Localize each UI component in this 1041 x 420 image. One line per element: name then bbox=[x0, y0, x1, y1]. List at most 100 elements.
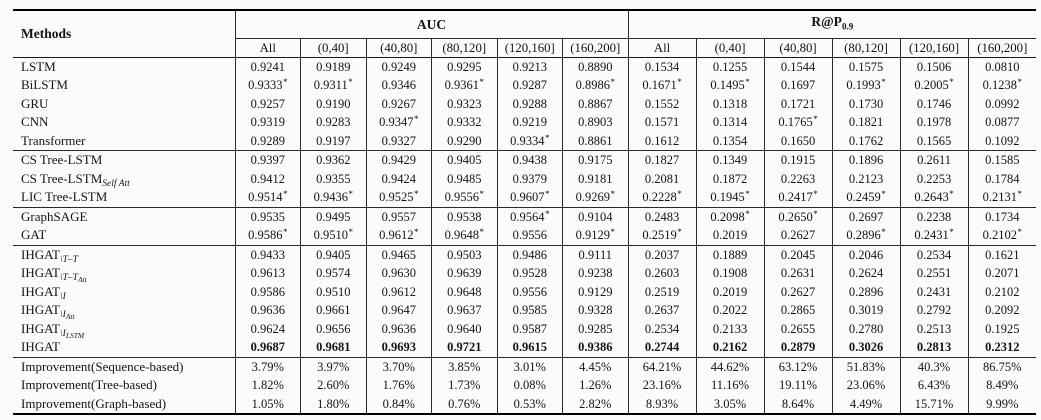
auc-value: 1.80% bbox=[300, 394, 366, 416]
auc-value: 0.9693 bbox=[365, 338, 432, 358]
table-row-tree-based: CS Tree-LSTM 0.9397 0.9362 0.9429 0.9405 0.94… bbox=[13, 150, 1037, 170]
auc-bin-header: All bbox=[234, 38, 301, 58]
rp-value: 0.2459* bbox=[831, 188, 901, 208]
rp-value: 0.2071 bbox=[967, 264, 1037, 283]
rp-value: 0.1671* bbox=[627, 76, 697, 95]
rp-value: 0.2896 bbox=[831, 282, 901, 302]
rp-group-label: R@P bbox=[811, 14, 842, 29]
significance-asterisk: * bbox=[881, 77, 886, 88]
auc-value: 0.9647 bbox=[365, 301, 432, 320]
rp-value: 0.2019 bbox=[695, 282, 765, 302]
auc-value: 0.9267 bbox=[365, 94, 432, 114]
rp-value: 0.1621 bbox=[967, 244, 1037, 265]
auc-value: 0.9219 bbox=[496, 113, 563, 132]
rp-value: 11.16% bbox=[695, 376, 765, 395]
auc-value: 0.9535 bbox=[234, 206, 301, 227]
auc-value: 0.9585 bbox=[496, 301, 563, 320]
auc-value: 0.9332 bbox=[431, 113, 497, 132]
rp-value: 0.2045 bbox=[763, 244, 833, 265]
rp-value: 0.2005* bbox=[899, 76, 969, 95]
auc-value: 0.9681 bbox=[300, 338, 366, 358]
significance-asterisk: * bbox=[479, 227, 484, 238]
auc-value: 0.9285 bbox=[562, 319, 629, 339]
auc-value: 1.76% bbox=[365, 376, 432, 395]
auc-value: 0.9687 bbox=[234, 338, 301, 358]
significance-asterisk: * bbox=[813, 189, 818, 200]
auc-value: 0.9557 bbox=[365, 206, 432, 227]
auc-value: 0.9289 bbox=[234, 131, 301, 151]
significance-asterisk: * bbox=[413, 114, 419, 125]
rp-bin-header: (0,40] bbox=[695, 38, 765, 58]
rp-value: 0.2238 bbox=[899, 206, 969, 227]
rp-bin-header: (80,120] bbox=[831, 38, 901, 58]
rp-value: 0.1734 bbox=[967, 206, 1037, 227]
method-label: GraphSAGE bbox=[13, 206, 235, 227]
auc-value: 1.26% bbox=[562, 376, 629, 395]
rp-value: 0.2022 bbox=[695, 301, 765, 320]
rp-value: 0.1238* bbox=[967, 76, 1037, 95]
significance-asterisk: * bbox=[677, 189, 682, 200]
auc-value: 0.9288 bbox=[496, 94, 563, 114]
significance-asterisk: * bbox=[677, 227, 682, 238]
auc-value: 0.9486 bbox=[496, 244, 563, 265]
auc-value: 0.9311* bbox=[300, 76, 366, 95]
auc-value: 0.9405 bbox=[300, 244, 366, 265]
rp-value: 0.1784 bbox=[967, 169, 1037, 189]
significance-asterisk: * bbox=[949, 227, 954, 238]
method-label: LIC Tree-LSTM bbox=[21, 189, 108, 205]
auc-value: 0.9379 bbox=[496, 169, 563, 189]
rp-value: 0.1872 bbox=[695, 169, 765, 189]
rp-value: 0.1746 bbox=[899, 94, 969, 114]
rp-group-header: R@P0.9 bbox=[627, 8, 1037, 39]
rp-value: 23.16% bbox=[627, 376, 697, 395]
rp-value: 0.2792 bbox=[899, 301, 969, 320]
auc-value: 0.9587 bbox=[496, 319, 563, 339]
table-row-tree-based: CS Tree-LSTMSelf Att 0.9412 0.9355 0.9424 0.… bbox=[13, 169, 1037, 189]
auc-bin-header: (0,40] bbox=[300, 38, 366, 58]
significance-asterisk: * bbox=[348, 227, 353, 238]
rp-value: 0.0877 bbox=[967, 113, 1037, 132]
significance-asterisk: * bbox=[1017, 227, 1022, 238]
rp-value: 0.1730 bbox=[831, 94, 901, 114]
auc-value: 0.9269* bbox=[562, 188, 629, 208]
rp-value: 0.2611 bbox=[899, 150, 969, 170]
significance-asterisk: * bbox=[745, 77, 750, 88]
rp-value: 0.2102 bbox=[967, 282, 1037, 302]
auc-value: 0.9429 bbox=[365, 150, 432, 170]
rp-value: 0.2162 bbox=[695, 338, 765, 358]
rp-value: 4.49% bbox=[831, 394, 901, 416]
auc-value: 0.9639 bbox=[431, 264, 497, 283]
rp-value: 8.93% bbox=[627, 394, 697, 416]
auc-value: 0.9129 bbox=[562, 282, 629, 302]
rp-bin-header: (120,160] bbox=[899, 38, 969, 58]
table-header: Methods AUC R@P0.9 All (0,40] (40,80] (8… bbox=[13, 8, 1037, 58]
table-row-improvements: Improvement(Sequence-based) 3.79% 3.97% 3.7… bbox=[13, 356, 1037, 377]
auc-value: 0.8867 bbox=[562, 94, 629, 114]
auc-value: 0.9495 bbox=[300, 206, 366, 227]
method-label: GRU bbox=[21, 95, 49, 111]
auc-value: 0.9514* bbox=[234, 188, 301, 208]
method-label: LSTM bbox=[21, 58, 56, 74]
auc-value: 0.9640 bbox=[431, 319, 497, 339]
auc-value: 0.9661 bbox=[300, 301, 366, 320]
auc-value: 0.9189 bbox=[300, 57, 366, 77]
table-row-graph-based: GAT 0.9586* 0.9510* 0.9612* 0.9648* 0.9556 0.9… bbox=[13, 226, 1037, 246]
rp-value: 0.2417* bbox=[763, 188, 833, 208]
results-table: Methods AUC R@P0.9 All (0,40] (40,80] (8… bbox=[13, 8, 1037, 416]
method-label: IHGAT\T–T bbox=[13, 244, 235, 265]
rp-value: 0.2627 bbox=[763, 226, 833, 246]
method-label: Transformer bbox=[21, 132, 86, 148]
auc-value: 0.9197 bbox=[300, 131, 366, 151]
rp-value: 0.2131* bbox=[967, 188, 1037, 208]
auc-value: 0.9556 bbox=[496, 282, 563, 302]
auc-value: 0.9528 bbox=[496, 264, 563, 283]
table-row-improvements: Improvement(Graph-based) 1.05% 1.80% 0.84% 0… bbox=[13, 394, 1037, 416]
rp-value: 8.49% bbox=[967, 376, 1037, 395]
rp-value: 0.1534 bbox=[627, 57, 697, 77]
significance-asterisk: * bbox=[949, 189, 954, 200]
auc-value: 0.76% bbox=[431, 394, 497, 416]
rp-value: 0.2513 bbox=[899, 319, 969, 339]
rp-value: 0.1945* bbox=[695, 188, 765, 208]
auc-value: 0.9283 bbox=[300, 113, 366, 132]
rp-value: 0.1354 bbox=[695, 131, 765, 151]
